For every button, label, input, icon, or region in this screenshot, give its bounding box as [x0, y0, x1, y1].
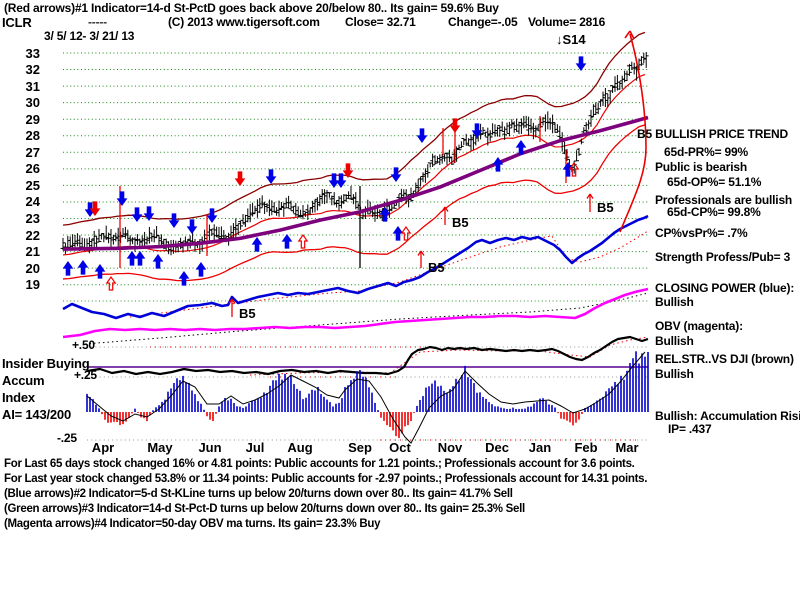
right-panel-line: Bullish — [655, 367, 694, 381]
right-panel-line: 65d-PR%= 99% — [664, 145, 748, 159]
month-label: Aug — [287, 440, 313, 455]
b5-signal-label: B5 — [428, 260, 445, 275]
ai-value-label: AI= 143/200 — [2, 407, 71, 422]
month-label: Mar — [615, 440, 639, 455]
month-label: Sep — [348, 440, 372, 455]
month-label: Oct — [389, 440, 411, 455]
month-label: Apr — [91, 440, 115, 455]
right-panel-line: Strength Profess/Pub= 3 — [655, 250, 791, 264]
footer-stat-line: (Green arrows)#3 Indicator=14-d St-Pct-D… — [4, 503, 525, 515]
month-label: Nov — [437, 440, 463, 455]
right-panel-line: Public is bearish — [655, 160, 747, 174]
insider-buying-label: Insider Buying — [2, 356, 90, 371]
month-label: Jan — [528, 440, 552, 455]
price-tick-label: 21 — [25, 244, 40, 260]
right-panel-line: OBV (magenta): — [655, 319, 743, 333]
right-panel-line: Professionals are bullish — [655, 193, 793, 207]
b5-signal-label: B5 — [597, 200, 614, 215]
footer-stat-line: For Last year stock changed 53.8% or 11.… — [4, 473, 648, 485]
volume-value: Volume= 2816 — [528, 15, 606, 29]
right-panel-line: IP= .437 — [668, 422, 712, 436]
header-dashes: ----- — [88, 15, 107, 29]
right-panel-line: 65d-CP%= 99.8% — [667, 205, 761, 219]
b5-signal-label: B5 — [452, 215, 469, 230]
right-panel-line: 65d-OP%= 51.1% — [667, 175, 762, 189]
close-value: Close= 32.71 — [345, 15, 416, 29]
price-tick-label: 32 — [25, 62, 40, 78]
price-tick-label: 20 — [25, 260, 40, 276]
month-label: Jun — [198, 440, 222, 455]
ticker-symbol: ICLR — [2, 15, 32, 30]
month-label: May — [147, 440, 173, 455]
s14-signal-label: ↓S14 — [556, 32, 586, 47]
price-tick-label: 19 — [25, 277, 40, 293]
price-tick-label: 22 — [25, 227, 40, 243]
accum-label: Accum — [2, 373, 45, 388]
price-tick-label: 25 — [25, 177, 40, 193]
price-tick-label: 24 — [25, 194, 40, 210]
price-tick-label: 28 — [25, 128, 40, 144]
b5-signal-label: B5 — [239, 306, 256, 321]
month-label: Jul — [245, 440, 265, 455]
right-panel-line: Bullish — [655, 334, 694, 348]
price-tick-label: 23 — [25, 211, 40, 226]
month-label: Dec — [485, 440, 509, 455]
scale-minus25-label: -.25 — [57, 431, 77, 445]
right-panel-line: CP%vsPr%= .7% — [655, 226, 748, 240]
right-panel-line: REL.STR..VS DJI (brown) — [655, 352, 794, 366]
right-panel-line: Bullish — [655, 295, 694, 309]
price-tick-label: 33 — [25, 45, 40, 61]
footer-stat-line: For Last 65 days stock changed 16% or 4.… — [4, 458, 635, 470]
index-label: Index — [2, 390, 35, 405]
copyright-label: (C) 2013 www.tigersoft.com — [168, 15, 320, 29]
change-value: Change=-.05 — [448, 15, 518, 29]
right-panel-line: Bullish: Accumulation Risi — [655, 409, 800, 423]
scale-plus50-label: +.50 — [72, 338, 95, 352]
date-range: 3/ 5/ 12- 3/ 21/ 13 — [44, 29, 135, 43]
footer-stat-line: (Magenta arrows)#4 Indicator=50-day OBV … — [4, 518, 381, 530]
footer-stat-line: (Blue arrows)#2 Indicator=5-d St-KLine t… — [4, 488, 513, 500]
price-tick-label: 26 — [25, 161, 40, 177]
price-tick-label: 27 — [25, 144, 40, 160]
right-panel-line: B5 BULLISH PRICE TREND — [637, 127, 788, 141]
price-tick-label: 30 — [25, 95, 40, 111]
month-label: Feb — [574, 440, 598, 455]
price-tick-label: 29 — [25, 111, 40, 127]
right-panel-line: CLOSING POWER (blue): — [655, 281, 795, 295]
price-tick-label: 31 — [25, 78, 40, 94]
scale-plus25-label: +.25 — [74, 368, 97, 382]
signal-header-red-arrows: (Red arrows)#1 Indicator=14-d St-PctD go… — [4, 1, 499, 15]
